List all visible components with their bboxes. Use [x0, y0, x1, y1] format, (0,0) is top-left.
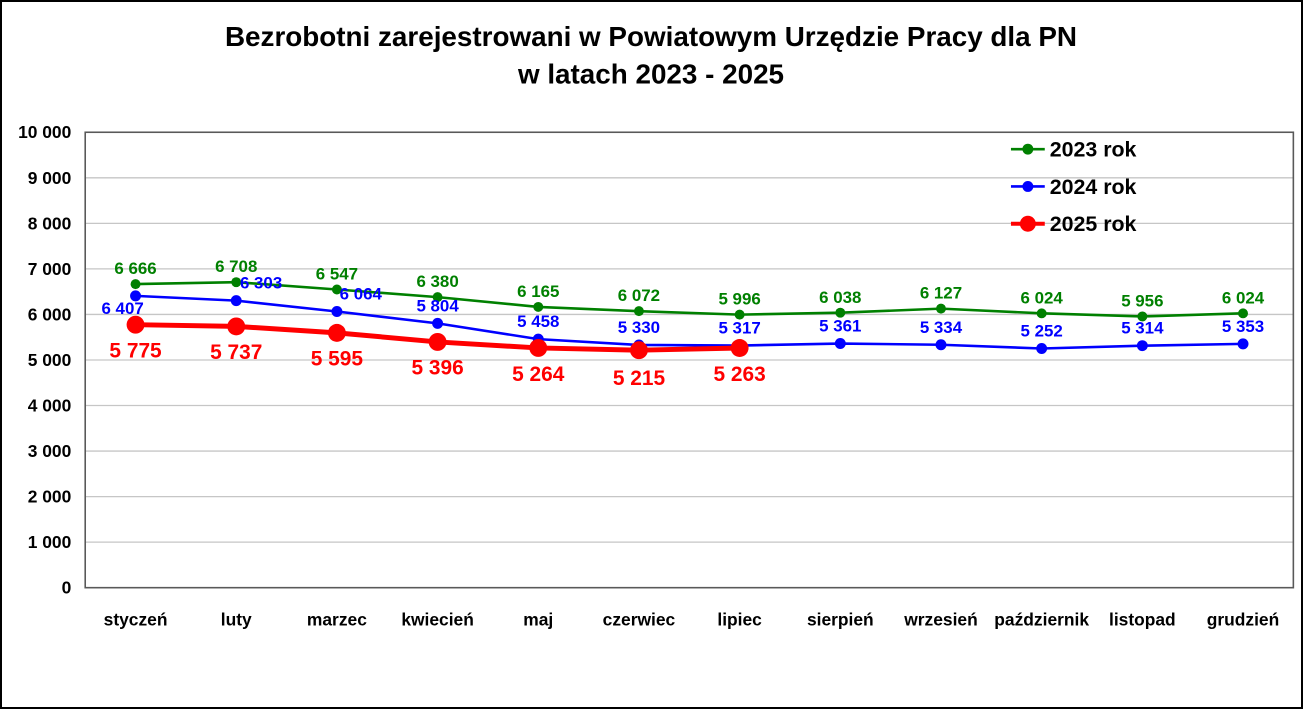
- x-axis-label: czerwiec: [603, 609, 676, 629]
- data-label: 5 353: [1222, 317, 1264, 336]
- plot-area: 0 1 000 2 000 3 000 4 000 5 000 6 000 7 000 8 00…: [18, 122, 1295, 629]
- data-point: [1136, 340, 1148, 352]
- data-point: [734, 309, 745, 320]
- x-axis-label: maj: [523, 609, 553, 629]
- data-label: 6 380: [416, 272, 458, 291]
- data-point: [428, 332, 447, 351]
- data-point: [130, 290, 142, 302]
- legend-marker: [1022, 143, 1034, 155]
- data-point: [331, 284, 342, 295]
- y-axis-label: 1 000: [28, 532, 72, 552]
- data-label: 5 334: [920, 318, 963, 337]
- series-line-2024-rok: [134, 294, 1245, 350]
- data-point: [633, 306, 644, 317]
- data-point: [730, 339, 749, 357]
- data-label: 5 737: [210, 341, 262, 364]
- x-axis-label: wrzesień: [903, 609, 977, 629]
- y-axis-label: 10 000: [18, 122, 71, 142]
- data-point: [432, 317, 444, 329]
- y-axis-label: 6 000: [28, 304, 72, 324]
- y-axis-label: 8 000: [28, 213, 72, 233]
- data-label: 5 956: [1121, 291, 1163, 310]
- data-point: [529, 338, 548, 357]
- data-label: 5 314: [1121, 319, 1164, 338]
- data-label: 6 024: [1222, 288, 1265, 307]
- data-label: 6 024: [1021, 288, 1064, 307]
- data-point: [629, 341, 648, 360]
- x-axis-label: lipiec: [717, 609, 762, 629]
- legend-label: 2025 rok: [1050, 212, 1137, 236]
- data-label: 5 263: [714, 363, 766, 386]
- legend-item-2025-rok: 2025 rok: [1010, 212, 1137, 236]
- data-point: [1036, 343, 1048, 354]
- data-label: 5 317: [718, 319, 760, 338]
- data-point: [936, 303, 946, 314]
- y-axis-label: 9 000: [28, 168, 72, 188]
- data-point: [1137, 311, 1148, 322]
- data-point: [1036, 308, 1047, 319]
- data-label: 5 264: [512, 363, 565, 386]
- data-label: 6 072: [618, 286, 660, 305]
- y-axis-label: 7 000: [28, 259, 72, 279]
- data-label: 5 775: [109, 339, 162, 362]
- data-point: [331, 306, 343, 317]
- data-label: 5 215: [613, 367, 666, 390]
- data-label: 5 458: [517, 312, 559, 331]
- legend-item-2023-rok: 2023 rok: [1010, 138, 1137, 162]
- x-axis-label: sierpień: [807, 609, 874, 629]
- data-label: 5 396: [411, 357, 463, 380]
- y-axis-label: 4 000: [28, 395, 72, 415]
- legend-label: 2023 rok: [1050, 138, 1137, 162]
- data-point: [935, 339, 947, 351]
- data-label: 5 996: [718, 290, 760, 309]
- legend-marker: [1019, 215, 1036, 232]
- data-point: [231, 277, 242, 288]
- x-axis-label: październik: [994, 609, 1089, 629]
- data-point: [327, 323, 346, 342]
- data-label: 5 330: [618, 318, 660, 337]
- data-label: 6 038: [819, 288, 861, 307]
- data-label: 6 064: [340, 285, 383, 304]
- y-axis-label: 2 000: [28, 487, 72, 507]
- data-point: [835, 307, 846, 318]
- x-axis-label: grudzień: [1207, 609, 1279, 629]
- data-label: 6 708: [215, 257, 257, 276]
- legend-item-2024-rok: 2024 rok: [1010, 175, 1137, 199]
- data-point: [533, 301, 544, 312]
- data-point: [130, 279, 141, 290]
- data-label: 6 547: [316, 265, 358, 284]
- x-axis-label: luty: [221, 609, 252, 629]
- plot-border: [84, 131, 1295, 589]
- x-axis-label: styczeń: [104, 609, 168, 629]
- legend-label: 2024 rok: [1050, 175, 1137, 199]
- x-axis-label: kwiecień: [401, 609, 474, 629]
- y-axis-label: 5 000: [28, 350, 72, 370]
- data-point: [1237, 338, 1249, 350]
- y-axis-label: 0: [62, 578, 72, 598]
- data-label: 5 252: [1021, 322, 1063, 341]
- data-label: 6 127: [920, 284, 962, 303]
- data-label: 5 361: [819, 317, 861, 336]
- x-axis-label: listopad: [1109, 609, 1176, 629]
- data-label: 6 165: [517, 282, 559, 301]
- series-line-2023-rok: [134, 280, 1245, 318]
- data-point: [834, 338, 846, 349]
- data-label: 6 407: [101, 299, 143, 318]
- data-label: 6 303: [240, 274, 282, 293]
- data-point: [1238, 308, 1248, 319]
- x-axis-label: marzec: [307, 609, 367, 629]
- data-label: 5 804: [416, 296, 459, 315]
- data-label: 5 595: [311, 348, 364, 371]
- legend-marker: [1022, 180, 1034, 192]
- data-point: [432, 292, 443, 303]
- data-point: [227, 317, 246, 336]
- y-axis-label: 3 000: [28, 441, 72, 461]
- chart-title-line1: Bezrobotni zarejestrowani w Powiatowym U…: [225, 21, 1077, 52]
- data-label: 6 666: [114, 259, 156, 278]
- chart-title-line2: w latach 2023 - 2025: [517, 59, 784, 90]
- data-point: [230, 295, 242, 307]
- data-point: [126, 315, 145, 334]
